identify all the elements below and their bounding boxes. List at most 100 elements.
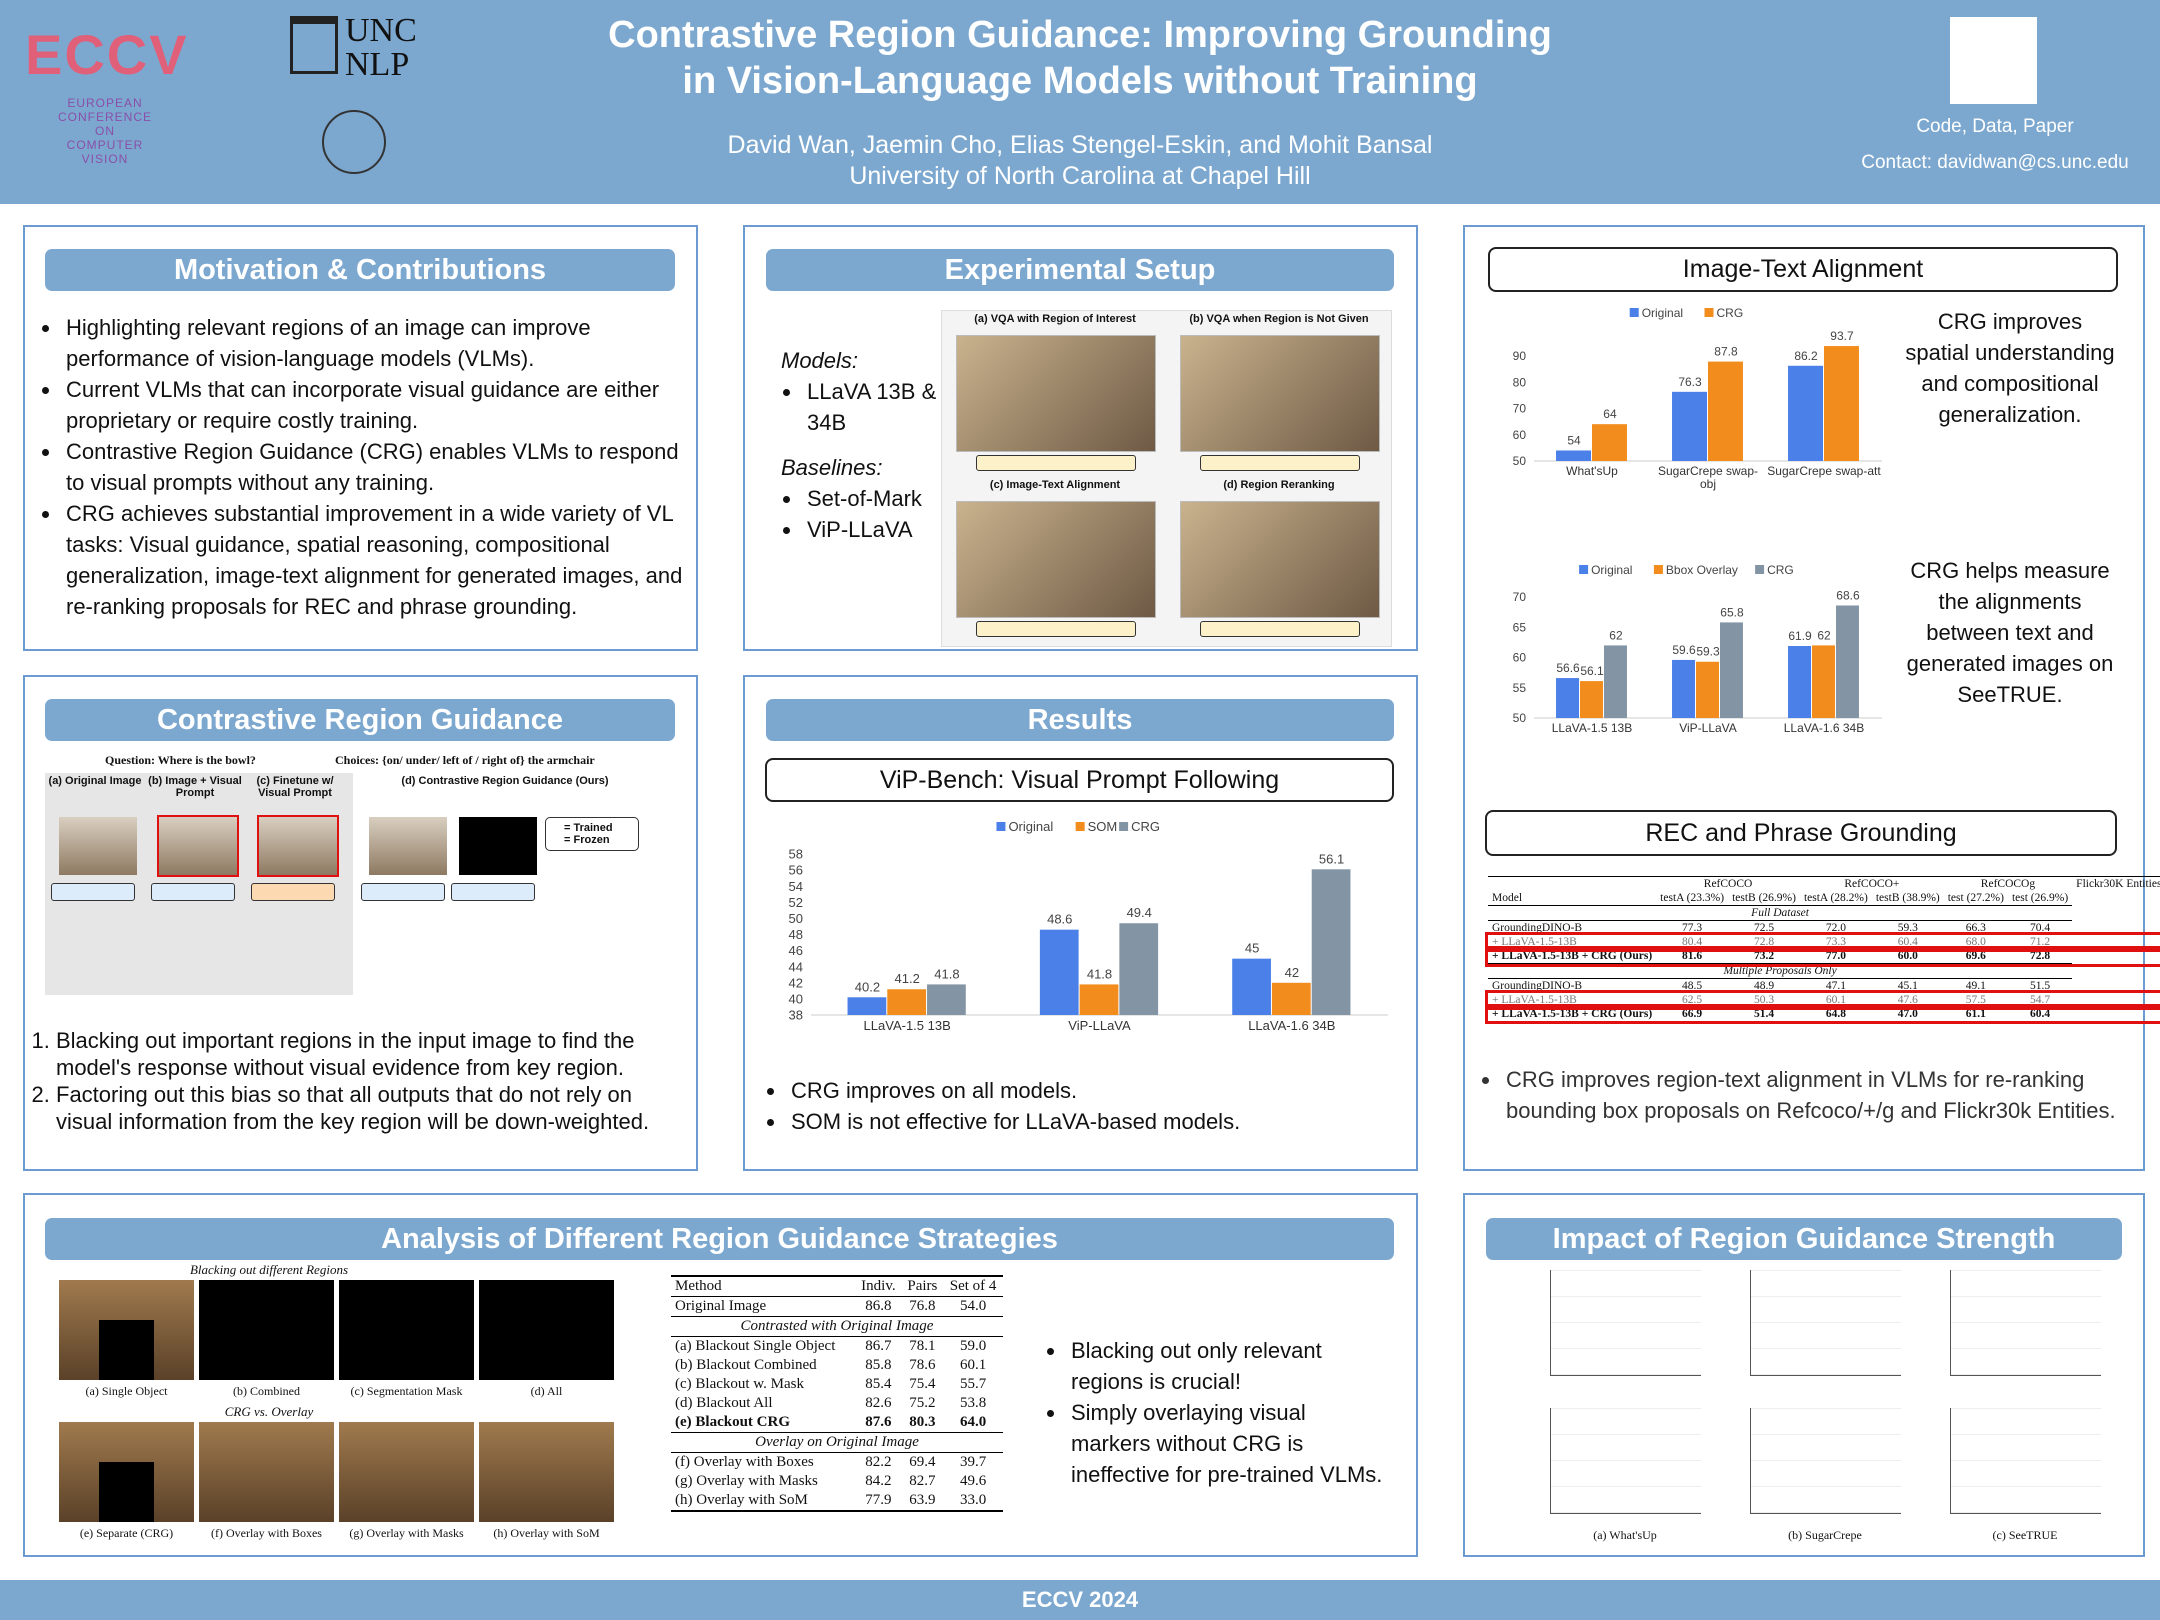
bullet-list: Highlighting relevant regions of an imag… (40, 312, 690, 622)
table-cell: 60.4 (1897, 936, 1918, 948)
value-label: 41.2 (895, 971, 920, 986)
chart-title-box: Image-Text Alignment (1488, 247, 2118, 292)
bar (1079, 984, 1119, 1015)
numbered-list: Blacking out important regions in the in… (28, 1027, 693, 1135)
table-cell: 59.3 (1897, 922, 1918, 934)
table-section-row: Full Dataset (1488, 905, 2160, 921)
legend-swatch (1653, 565, 1663, 574)
table-cell: + LLaVA-1.5-13B (1492, 994, 1577, 1006)
table-section-row: Contrasted with Original Image (671, 1316, 1003, 1337)
y-tick-label: 50 (789, 911, 803, 926)
bar (1119, 923, 1159, 1015)
bullet-list: CRG improves region-text alignment in VL… (1480, 1064, 2140, 1126)
table-cell: (f) Overlay with Boxes (675, 1454, 814, 1470)
bullet: Simply overlaying visual markers without… (1067, 1397, 1390, 1490)
rec-table: RefCOCO RefCOCO+ RefCOCOg Flickr30K Entitie… (1484, 876, 2160, 1024)
legend-label: = Trained (564, 822, 613, 834)
bar (1719, 622, 1743, 718)
vlm-box (251, 883, 335, 901)
links[interactable]: Code, Data, Paper (1916, 116, 2074, 137)
table-cell: 51.4 (1753, 1008, 1775, 1020)
table-row: Model testA (23.3%) testB (26.9%) testA (28… (1488, 891, 2160, 906)
x-tick-label: ViP-LLaVA (1068, 1019, 1131, 1033)
legend-swatch (1119, 822, 1129, 831)
table-row: (e) Blackout CRG 87.6 80.3 64.0 (671, 1413, 1003, 1433)
blackout (99, 1462, 154, 1522)
table-cell: 69.6 (1965, 950, 1986, 962)
table-cell: 85.8 (865, 1357, 892, 1373)
y-tick-label: 50 (1513, 454, 1527, 468)
value-label: 61.9 (1788, 629, 1812, 643)
authors: David Wan, Jaemin Cho, Elias Stengel-Esk… (727, 131, 1433, 159)
bar (1788, 646, 1812, 718)
value-label: 56.1 (1319, 851, 1344, 866)
table-cell: 70.4 (2030, 922, 2051, 934)
table-cell: 72.8 (1753, 936, 1775, 948)
y-tick-label: 48 (789, 927, 803, 942)
table-header: Model (1492, 892, 1523, 904)
y-tick-label: 90 (1513, 349, 1527, 363)
table-cell: 59.0 (959, 1338, 987, 1354)
legend-swatch (1629, 308, 1639, 317)
bullet: Factoring out this bias so that all outp… (56, 1081, 693, 1135)
section-heading: Analysis of Different Region Guidance St… (45, 1218, 1394, 1260)
table-cell: 81.6 (1682, 950, 1703, 962)
panel-results (743, 675, 1418, 1171)
qr-code[interactable] (1950, 17, 2037, 104)
legend-label: CRG (1717, 306, 1744, 320)
title: Contrastive Region Guidance: Improving G… (560, 12, 1600, 104)
results-text: CRG improves on all models.SOM is not ef… (765, 1075, 1385, 1137)
image (199, 1422, 334, 1522)
table-cell: 82.7 (909, 1473, 936, 1489)
value-label: 54 (1567, 433, 1581, 447)
x-tick-label-box: LLaVA-1.6 34B (1784, 722, 1865, 735)
legend-swatch (1704, 308, 1714, 317)
table-cell: 64.8 (1825, 1008, 1846, 1020)
table-section: Contrasted with Original Image (671, 1316, 1003, 1337)
table-cell: + LLaVA-1.5-13B + CRG (Ours) (1492, 1008, 1653, 1020)
image (157, 815, 239, 877)
caption: (b) SugarCrepe (1788, 1528, 1862, 1542)
bar (1592, 424, 1627, 461)
contact[interactable]: Contact: davidwan@cs.unc.edu (1861, 152, 2129, 173)
affiliation: University of North Carolina at Chapel H… (849, 162, 1311, 190)
caption: (h) Overlay with SoM (493, 1526, 600, 1540)
bullet: Current VLMs that can incorporate visual… (62, 374, 690, 436)
bullet-list: CRG improves on all models.SOM is not ef… (765, 1075, 1385, 1137)
table-row: (h) Overlay with SoM 77.9 63.9 33.0 (671, 1491, 1003, 1511)
table-cell: (e) Blackout CRG (675, 1414, 790, 1430)
lab-logo (322, 110, 386, 174)
table-cell: + LLaVA-1.5-13B (1492, 936, 1577, 948)
x-tick-label: What'sUp (1566, 465, 1618, 478)
seetrue-chart: Original Bbox Overlay CRG 50 55 60 65 70 LLaVA-1… (1513, 563, 1882, 735)
table-cell: 60.1 (1825, 994, 1846, 1006)
table-row: (a) Blackout Single Object 86.7 78.1 59.0 (671, 1337, 1003, 1357)
panel-illustration (956, 501, 1156, 618)
table-cell (1488, 877, 1656, 892)
legend-label: Bbox Overlay (1666, 563, 1738, 577)
table-cell: 73.3 (1825, 936, 1846, 948)
nlp-text: NLP (345, 46, 410, 83)
section-heading: Motivation & Contributions (45, 249, 675, 291)
bullet: Contrastive Region Guidance (CRG) enable… (62, 436, 690, 498)
image (339, 1422, 474, 1522)
table-section: Multiple Proposals Only (1488, 963, 2073, 979)
table-group: RefCOCO+ (1844, 878, 1900, 890)
seetrue-note: CRG helps measure the alignments between… (1906, 558, 2114, 707)
table-section: Overlay on Original Image (671, 1432, 1003, 1453)
value-label: 87.8 (1714, 345, 1738, 359)
image (59, 817, 137, 875)
panel-title: (d) Region Reranking (1223, 479, 1335, 491)
x-tick-label-box: ViP-LLaVA (1679, 722, 1737, 735)
legend-swatch (996, 822, 1006, 831)
table-section: Full Dataset (1488, 905, 2073, 921)
table-row: + LLaVA-1.5-13B 80.4 72.8 73.3 60.4 68.0 71.2 (1484, 932, 2160, 952)
legend-swatch (1579, 565, 1589, 574)
table-header: testA (28.2%) (1803, 892, 1868, 904)
analysis-figure: Blacking out different Regions CRG vs. Ov… (59, 1262, 621, 1547)
bar (1232, 958, 1271, 1015)
models-label: Models: (781, 348, 859, 373)
value-label: 62 (1609, 628, 1623, 642)
y-tick-label: 46 (789, 943, 803, 958)
